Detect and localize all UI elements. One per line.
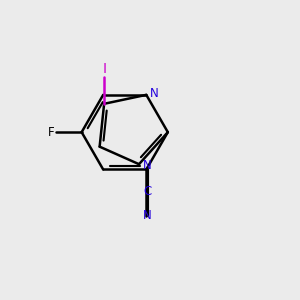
Text: N: N (143, 209, 152, 222)
Text: I: I (102, 61, 106, 76)
Text: N: N (150, 87, 159, 100)
Text: C: C (143, 185, 151, 198)
Text: N: N (143, 159, 152, 172)
Text: F: F (48, 126, 55, 139)
